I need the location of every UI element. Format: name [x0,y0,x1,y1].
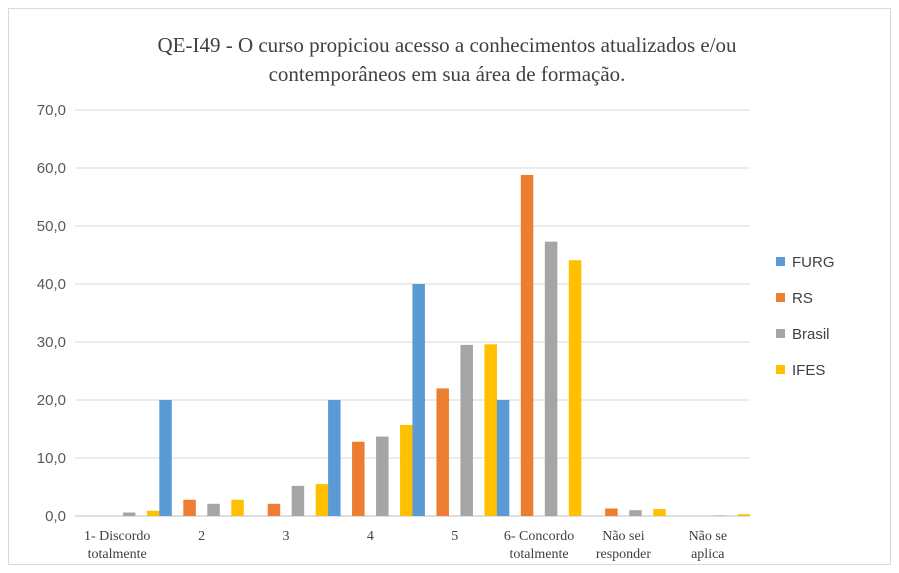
bar-rs-3 [267,503,281,516]
bar-brasil-6 [544,241,558,516]
bar-ifes-5 [484,344,497,516]
x-category-label: totalmente [88,547,147,562]
legend-label-brasil: Brasil [792,326,830,343]
y-tick-label: 0,0 [45,508,66,525]
x-category-label: 2 [198,529,205,544]
legend-label-furg: FURG [792,254,835,271]
x-category-label: Não se [689,529,728,544]
bar-brasil-7 [629,510,642,516]
legend-label-ifes: IFES [792,362,825,379]
bar-ifes-3 [315,484,329,516]
bar-furg-2 [159,400,172,516]
bar-ifes-4 [400,424,413,516]
chart-frame [8,8,891,565]
bar-brasil-8 [713,515,727,516]
bar-ifes-7 [653,509,666,516]
bar-brasil-1 [122,512,136,516]
bar-furg-6 [496,400,510,516]
x-category-label: 5 [451,529,458,544]
bar-rs-5 [436,388,449,516]
bar-rs-7 [605,508,618,516]
x-category-label: responder [596,547,652,562]
bar-ifes-2 [231,499,244,516]
legend-swatch-furg [776,257,785,266]
bar-furg-4 [328,400,341,516]
bar-brasil-2 [207,503,220,516]
y-tick-label: 10,0 [37,450,66,467]
legend-swatch-rs [776,293,785,302]
y-tick-label: 60,0 [37,160,66,177]
bar-ifes-6 [568,260,582,516]
x-category-label: 4 [367,529,374,544]
bar-rs-6 [520,174,534,516]
x-category-label: Não sei [602,529,644,544]
bar-ifes-8 [737,514,751,516]
y-tick-label: 50,0 [37,218,66,235]
x-category-label: 1- Discordo [84,529,151,544]
bar-furg-5 [412,284,425,516]
bar-brasil-3 [291,485,305,516]
bar-rs-4 [352,441,365,516]
y-tick-label: 70,0 [37,102,66,119]
legend-label-rs: RS [792,290,813,307]
bar-ifes-1 [146,510,160,516]
bar-brasil-5 [460,344,473,516]
x-category-label: 3 [282,529,289,544]
chart-title-line: QE-I49 - O curso propiciou acesso a conh… [157,33,737,57]
legend-swatch-ifes [776,365,785,374]
y-tick-label: 40,0 [37,276,66,293]
y-tick-label: 30,0 [37,334,66,351]
x-category-label: aplica [691,547,725,562]
x-category-label: 6- Concordo [504,529,574,544]
y-tick-label: 20,0 [37,392,66,409]
chart-title-line: contemporâneos em sua área de formação. [269,62,626,86]
x-category-label: totalmente [510,547,569,562]
bar-rs-2 [183,499,196,516]
bar-brasil-4 [376,436,389,516]
legend-swatch-brasil [776,329,785,338]
